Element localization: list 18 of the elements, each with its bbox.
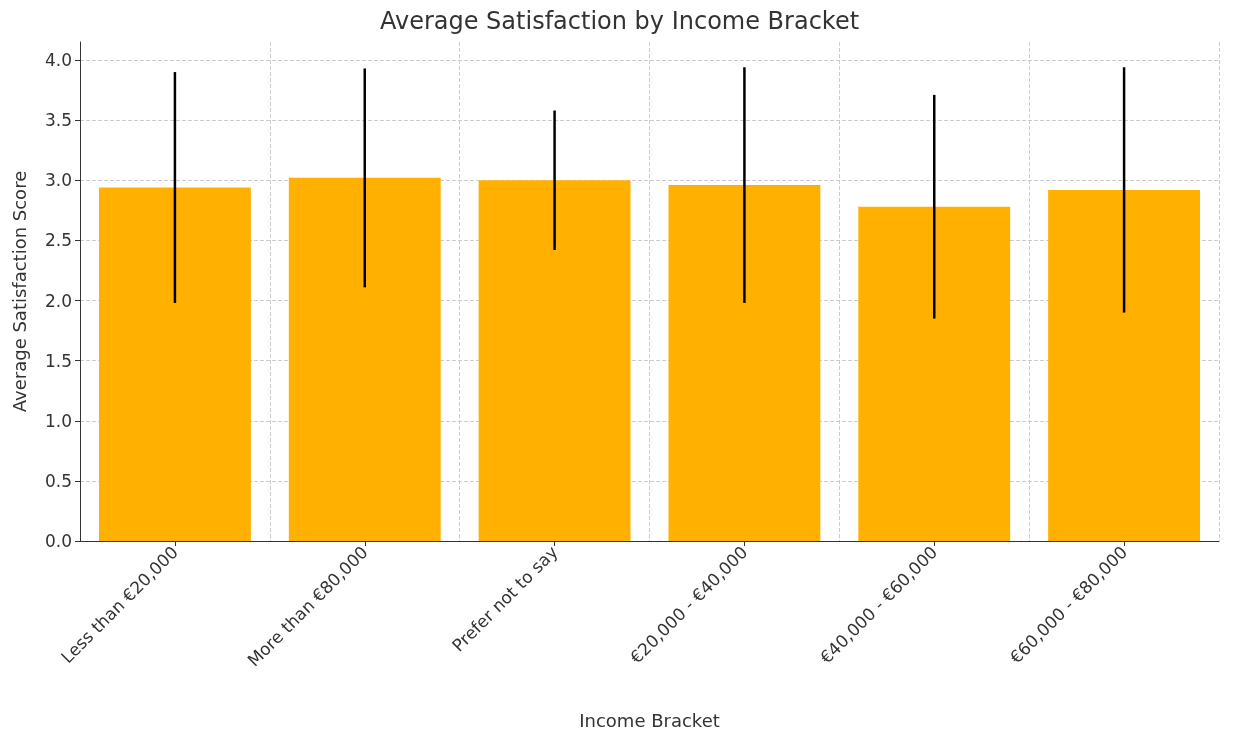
y-tick-label: 4.0 [44,50,72,71]
bar [668,185,821,541]
bar [1048,189,1201,541]
y-tick-label: 2.0 [44,290,72,311]
y-tick-label: 2.5 [44,230,72,251]
chart-title: Average Satisfaction by Income Bracket [379,7,860,35]
y-tick-label: 0.0 [44,531,72,551]
y-tick-label: 1.5 [44,350,72,371]
y-tick-label: 3.0 [44,170,72,191]
y-tick-label: 0.5 [44,470,72,491]
bar [288,177,441,541]
y-tick-label: 3.5 [44,110,72,131]
bar [478,180,631,541]
x-axis-title: Income Bracket [579,709,720,731]
y-tick-label: 1.0 [44,410,72,431]
y-axis-title: Average Satisfaction Score [8,170,30,413]
bar [858,206,1011,541]
bar [98,187,251,541]
